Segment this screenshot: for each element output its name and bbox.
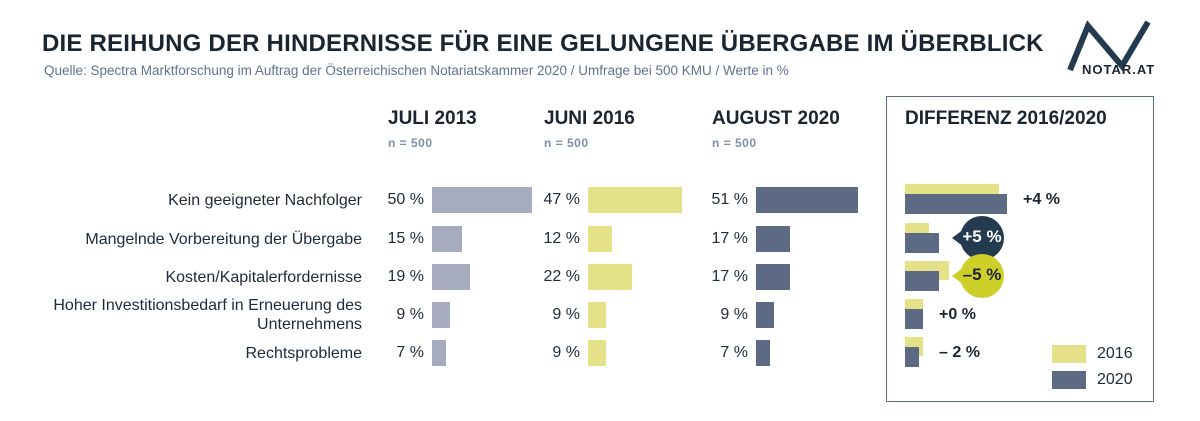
legend-label-2016: 2016	[1097, 345, 1133, 362]
column-n-2020: n = 500	[712, 136, 757, 150]
value-label-2020: 51 %	[711, 191, 748, 208]
bar-2016	[588, 340, 606, 366]
value-label-2013: 19 %	[387, 268, 424, 285]
column-header-2016: JUNI 2016	[544, 108, 635, 129]
bar-2013	[432, 187, 532, 213]
bar-2020	[756, 302, 774, 328]
value-label-2016: 22 %	[543, 268, 580, 285]
bar-2020	[756, 340, 770, 366]
column-header-2013: JULI 2013	[388, 108, 477, 129]
column-header-2020: AUGUST 2020	[712, 108, 840, 129]
category-label: Hoher Investitionsbedarf in Erneuerung d…	[53, 297, 362, 333]
diff-bar-2020	[905, 194, 1007, 214]
column-header-difference: DIFFERENZ 2016/2020	[905, 108, 1107, 129]
page-title: DIE REIHUNG DER HINDERNISSE FÜR EINE GEL…	[42, 30, 1044, 57]
value-label-2016: 9 %	[552, 306, 580, 323]
bar-2020	[756, 264, 790, 290]
difference-bubble	[952, 216, 1004, 260]
difference-value: +4 %	[1023, 191, 1060, 208]
value-label-2013: 50 %	[387, 191, 424, 208]
value-label-2020: 9 %	[720, 306, 748, 323]
diff-bar-2020	[905, 271, 939, 291]
bar-2016	[588, 264, 632, 290]
bar-2020	[756, 226, 790, 252]
value-label-2016: 9 %	[552, 344, 580, 361]
bar-2013	[432, 264, 470, 290]
value-label-2013: 9 %	[396, 306, 424, 323]
bar-2013	[432, 340, 446, 366]
column-n-2013: n = 500	[388, 136, 433, 150]
source-subtitle: Quelle: Spectra Marktforschung im Auftra…	[44, 63, 789, 78]
bar-2013	[432, 302, 450, 328]
category-label: Kosten/Kapitalerfordernisse	[165, 268, 362, 286]
difference-bubble-circle	[960, 216, 1004, 260]
bar-2016	[588, 187, 682, 213]
category-label: Kein geeigneter Nachfolger	[168, 191, 362, 209]
category-label: Rechtsprobleme	[245, 344, 363, 362]
notar-logo-icon	[1067, 20, 1151, 72]
difference-bubble	[952, 254, 1004, 298]
bar-2013	[432, 226, 462, 252]
difference-value: – 2 %	[939, 344, 980, 361]
diff-bar-2020	[905, 347, 919, 367]
diff-bar-2020	[905, 233, 939, 253]
category-label: Mangelnde Vorbereitung der Übergabe	[85, 230, 362, 248]
value-label-2013: 7 %	[396, 344, 424, 361]
difference-value: +5 %	[962, 227, 1002, 246]
logo-text: NOTAR.AT	[1082, 62, 1156, 77]
legend-swatch-2016	[1052, 345, 1086, 363]
value-label-2020: 17 %	[711, 268, 748, 285]
bar-2020	[756, 187, 858, 213]
difference-panel	[886, 96, 1154, 402]
diff-bar-2020	[905, 309, 923, 329]
legend-label-2020: 2020	[1097, 371, 1133, 388]
difference-bubble-circle	[960, 254, 1004, 298]
value-label-2013: 15 %	[387, 230, 424, 247]
value-label-2016: 12 %	[543, 230, 580, 247]
difference-value: +0 %	[939, 306, 976, 323]
difference-value: –5 %	[962, 265, 1002, 284]
value-label-2020: 17 %	[711, 230, 748, 247]
bar-2016	[588, 302, 606, 328]
legend-swatch-2020	[1052, 371, 1086, 389]
bar-2016	[588, 226, 612, 252]
value-label-2016: 47 %	[543, 191, 580, 208]
value-label-2020: 7 %	[720, 344, 748, 361]
column-n-2016: n = 500	[544, 136, 589, 150]
